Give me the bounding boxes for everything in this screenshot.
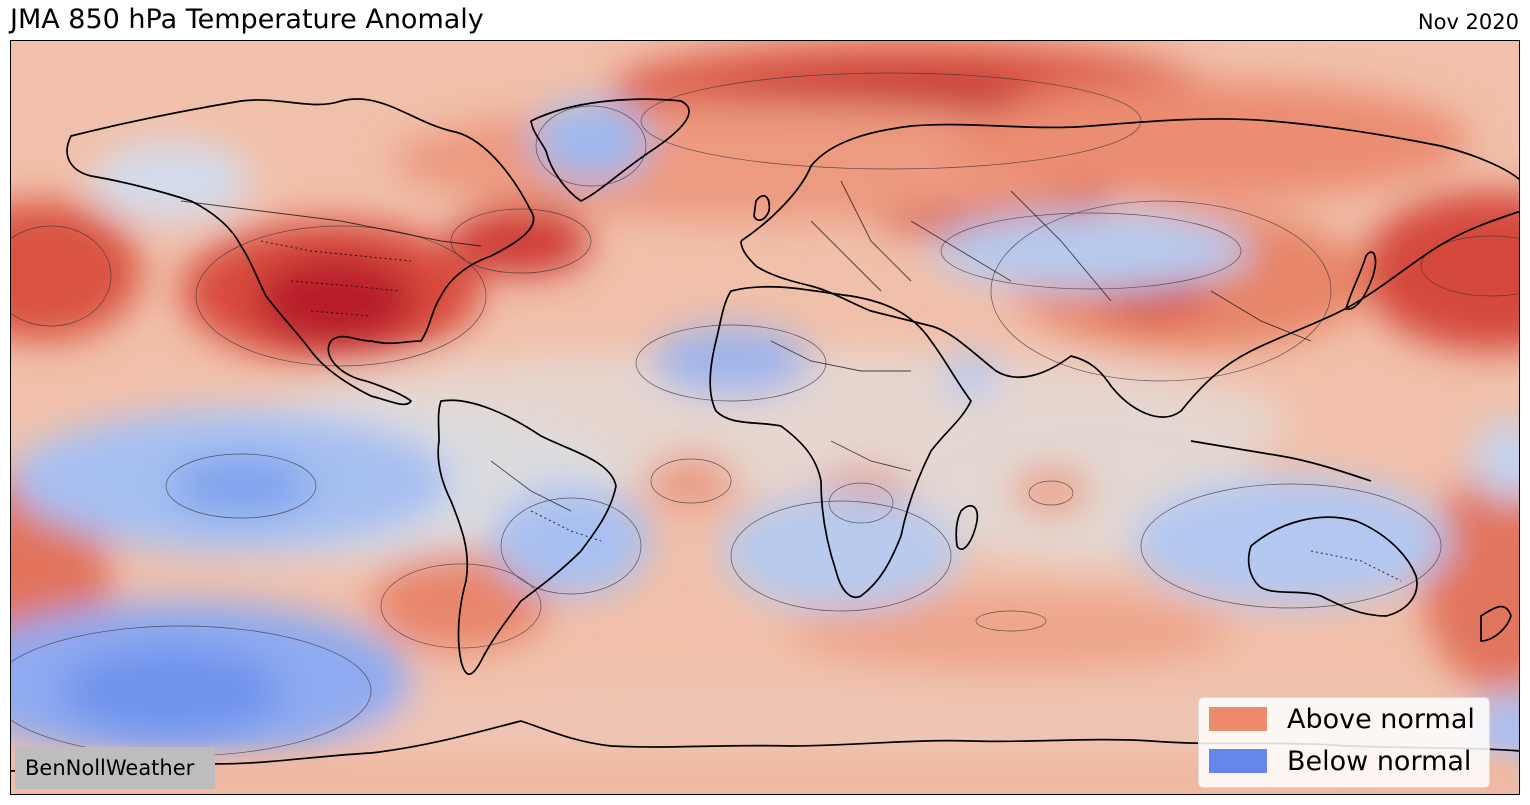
map-title: JMA 850 hPa Temperature Anomaly <box>10 4 484 35</box>
greenland-outline <box>530 98 690 202</box>
indonesia-outline <box>1190 440 1372 482</box>
cool-anomaly-west-africa <box>651 326 811 396</box>
warm-anomaly-usa <box>256 256 416 346</box>
australia-outline <box>1247 516 1418 617</box>
credit-label: BenNollWeather <box>15 747 215 789</box>
cool-anomaly-south-pacific <box>61 646 281 736</box>
legend-label-below: Below normal <box>1287 745 1472 777</box>
map-date: Nov 2020 <box>1417 10 1519 34</box>
north-america-outline <box>66 98 535 406</box>
uk-outline <box>753 194 771 221</box>
anomaly-field <box>11 41 1519 771</box>
madagascar-outline <box>955 504 979 550</box>
japan-outline <box>1345 251 1377 310</box>
cool-anomaly-east-pacific <box>171 456 311 516</box>
legend-label-above: Above normal <box>1287 703 1475 735</box>
new-zealand-outline <box>1480 605 1512 642</box>
legend-swatch-above <box>1209 707 1267 731</box>
legend-item-below: Below normal <box>1209 745 1472 777</box>
country-borders <box>180 180 1312 512</box>
legend: Above normal Below normal <box>1198 697 1490 788</box>
south-america-outline <box>437 399 617 675</box>
coastlines <box>11 98 1519 772</box>
anomaly-map <box>10 40 1520 795</box>
legend-swatch-below <box>1209 749 1267 773</box>
contour-lines <box>11 72 1519 757</box>
eurasia-outline <box>740 118 1519 418</box>
legend-item-above: Above normal <box>1209 703 1475 735</box>
africa-outline <box>709 285 972 599</box>
